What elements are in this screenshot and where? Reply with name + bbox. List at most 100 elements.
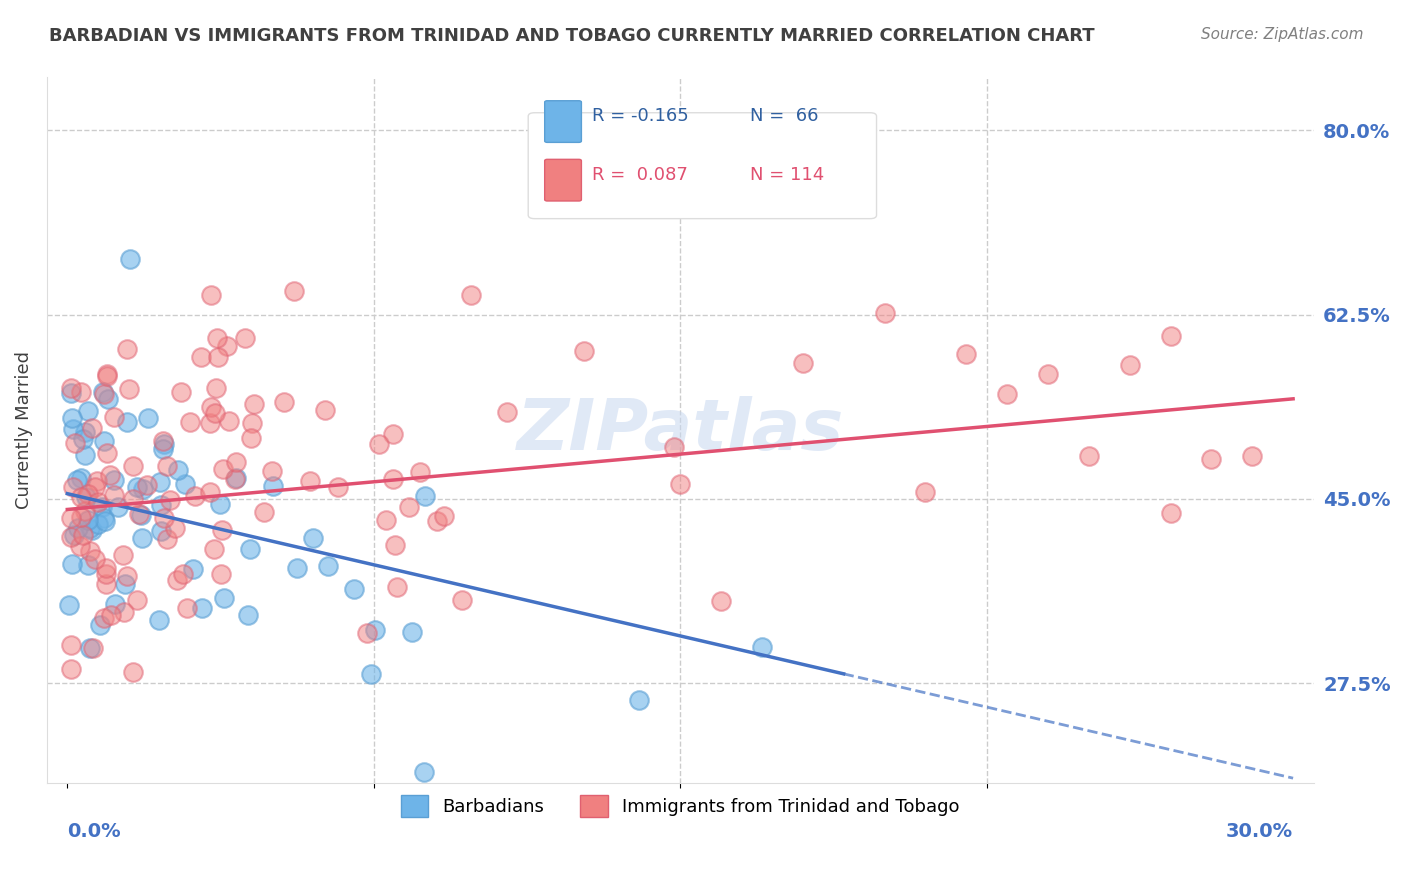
- Point: [381, 472, 404, 486]
- Point: [669, 477, 692, 491]
- Point: [1241, 449, 1264, 463]
- Point: [63, 527, 86, 541]
- Point: [211, 524, 233, 538]
- Point: [384, 538, 406, 552]
- Point: [215, 339, 238, 353]
- Point: [202, 542, 225, 557]
- Point: [127, 593, 149, 607]
- Point: [91, 384, 114, 399]
- Point: [60, 511, 83, 525]
- Point: [191, 601, 214, 615]
- Point: [387, 580, 409, 594]
- Point: [60, 638, 83, 652]
- Point: [914, 484, 936, 499]
- Point: [239, 431, 262, 445]
- Point: [111, 549, 134, 563]
- Point: [150, 524, 173, 538]
- Point: [955, 347, 977, 361]
- Point: [181, 562, 204, 576]
- Point: [104, 597, 127, 611]
- Point: [115, 415, 138, 429]
- Point: [87, 494, 110, 508]
- Point: [87, 516, 110, 531]
- Point: [148, 613, 170, 627]
- Point: [262, 465, 284, 479]
- Point: [200, 400, 222, 414]
- Text: N =  66: N = 66: [749, 107, 818, 125]
- Point: [212, 461, 235, 475]
- Point: [132, 483, 155, 497]
- Point: [96, 392, 118, 407]
- Point: [94, 560, 117, 574]
- Point: [93, 611, 115, 625]
- Point: [79, 543, 101, 558]
- Point: [413, 765, 436, 780]
- Point: [314, 403, 336, 417]
- Point: [70, 491, 93, 505]
- Point: [374, 513, 396, 527]
- Point: [299, 474, 322, 488]
- Point: [122, 665, 145, 679]
- Legend: Barbadians, Immigrants from Trinidad and Tobago: Barbadians, Immigrants from Trinidad and…: [394, 788, 967, 824]
- Point: [184, 489, 207, 503]
- Point: [426, 514, 449, 528]
- Point: [710, 594, 733, 608]
- Point: [218, 414, 240, 428]
- Point: [60, 410, 83, 425]
- Point: [283, 284, 305, 298]
- Point: [995, 387, 1018, 401]
- Point: [156, 459, 179, 474]
- Point: [398, 500, 420, 515]
- Point: [129, 508, 152, 523]
- Text: 0.0%: 0.0%: [67, 822, 121, 841]
- Point: [83, 480, 105, 494]
- Point: [316, 559, 339, 574]
- Point: [207, 350, 229, 364]
- Point: [1118, 358, 1140, 372]
- Point: [214, 591, 236, 605]
- Point: [60, 381, 83, 395]
- Point: [224, 473, 246, 487]
- Point: [94, 515, 117, 529]
- Point: [96, 368, 118, 383]
- Point: [628, 692, 651, 706]
- Point: [152, 434, 174, 448]
- Point: [179, 415, 201, 429]
- Point: [343, 582, 366, 597]
- Point: [76, 404, 98, 418]
- Point: [174, 477, 197, 491]
- Point: [115, 569, 138, 583]
- Point: [118, 382, 141, 396]
- Point: [60, 530, 83, 544]
- Point: [159, 492, 181, 507]
- Point: [91, 500, 114, 515]
- Point: [252, 505, 274, 519]
- Point: [122, 459, 145, 474]
- Point: [166, 574, 188, 588]
- Point: [77, 513, 100, 527]
- Text: Source: ZipAtlas.com: Source: ZipAtlas.com: [1201, 27, 1364, 42]
- Point: [496, 405, 519, 419]
- Point: [873, 306, 896, 320]
- Point: [77, 558, 100, 572]
- Point: [70, 510, 93, 524]
- Point: [114, 576, 136, 591]
- Point: [242, 416, 264, 430]
- Point: [239, 542, 262, 557]
- Point: [236, 607, 259, 622]
- Point: [80, 523, 103, 537]
- Point: [103, 473, 125, 487]
- Point: [94, 567, 117, 582]
- Point: [96, 368, 118, 382]
- Point: [368, 437, 391, 451]
- Point: [131, 531, 153, 545]
- Point: [72, 528, 94, 542]
- Point: [1201, 451, 1223, 466]
- Point: [360, 667, 382, 681]
- Point: [273, 394, 295, 409]
- Text: R =  0.087: R = 0.087: [592, 166, 688, 184]
- Point: [66, 520, 89, 534]
- Point: [73, 448, 96, 462]
- Text: ZIPatlas: ZIPatlas: [516, 396, 844, 465]
- Point: [165, 521, 187, 535]
